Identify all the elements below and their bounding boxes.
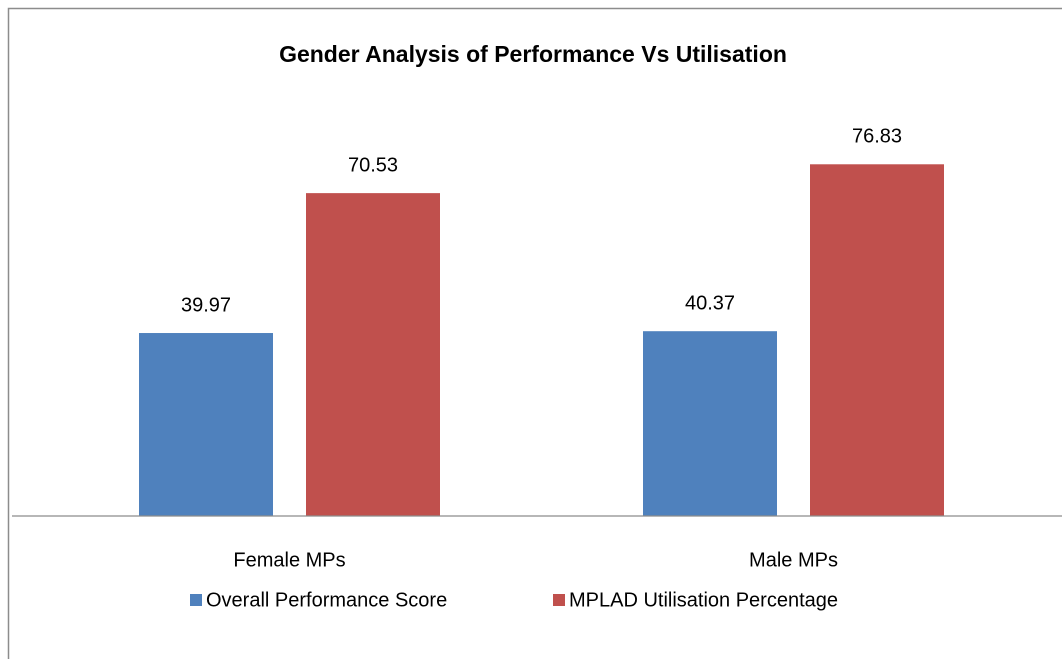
bar	[643, 331, 777, 516]
x-tick-label: Male MPs	[749, 549, 838, 571]
x-tick-label: Female MPs	[233, 549, 345, 571]
bar	[139, 333, 273, 516]
legend-swatch	[190, 594, 202, 606]
bar	[306, 193, 440, 516]
data-label: 40.37	[685, 292, 735, 314]
chart-title: Gender Analysis of Performance Vs Utilis…	[279, 41, 787, 67]
legend-swatch	[553, 594, 565, 606]
data-label: 39.97	[181, 294, 231, 316]
legend-label: MPLAD Utilisation Percentage	[569, 589, 838, 611]
legend-label: Overall Performance Score	[206, 589, 447, 611]
data-label: 76.83	[852, 126, 902, 148]
bar	[810, 164, 944, 516]
data-label: 70.53	[348, 154, 398, 176]
